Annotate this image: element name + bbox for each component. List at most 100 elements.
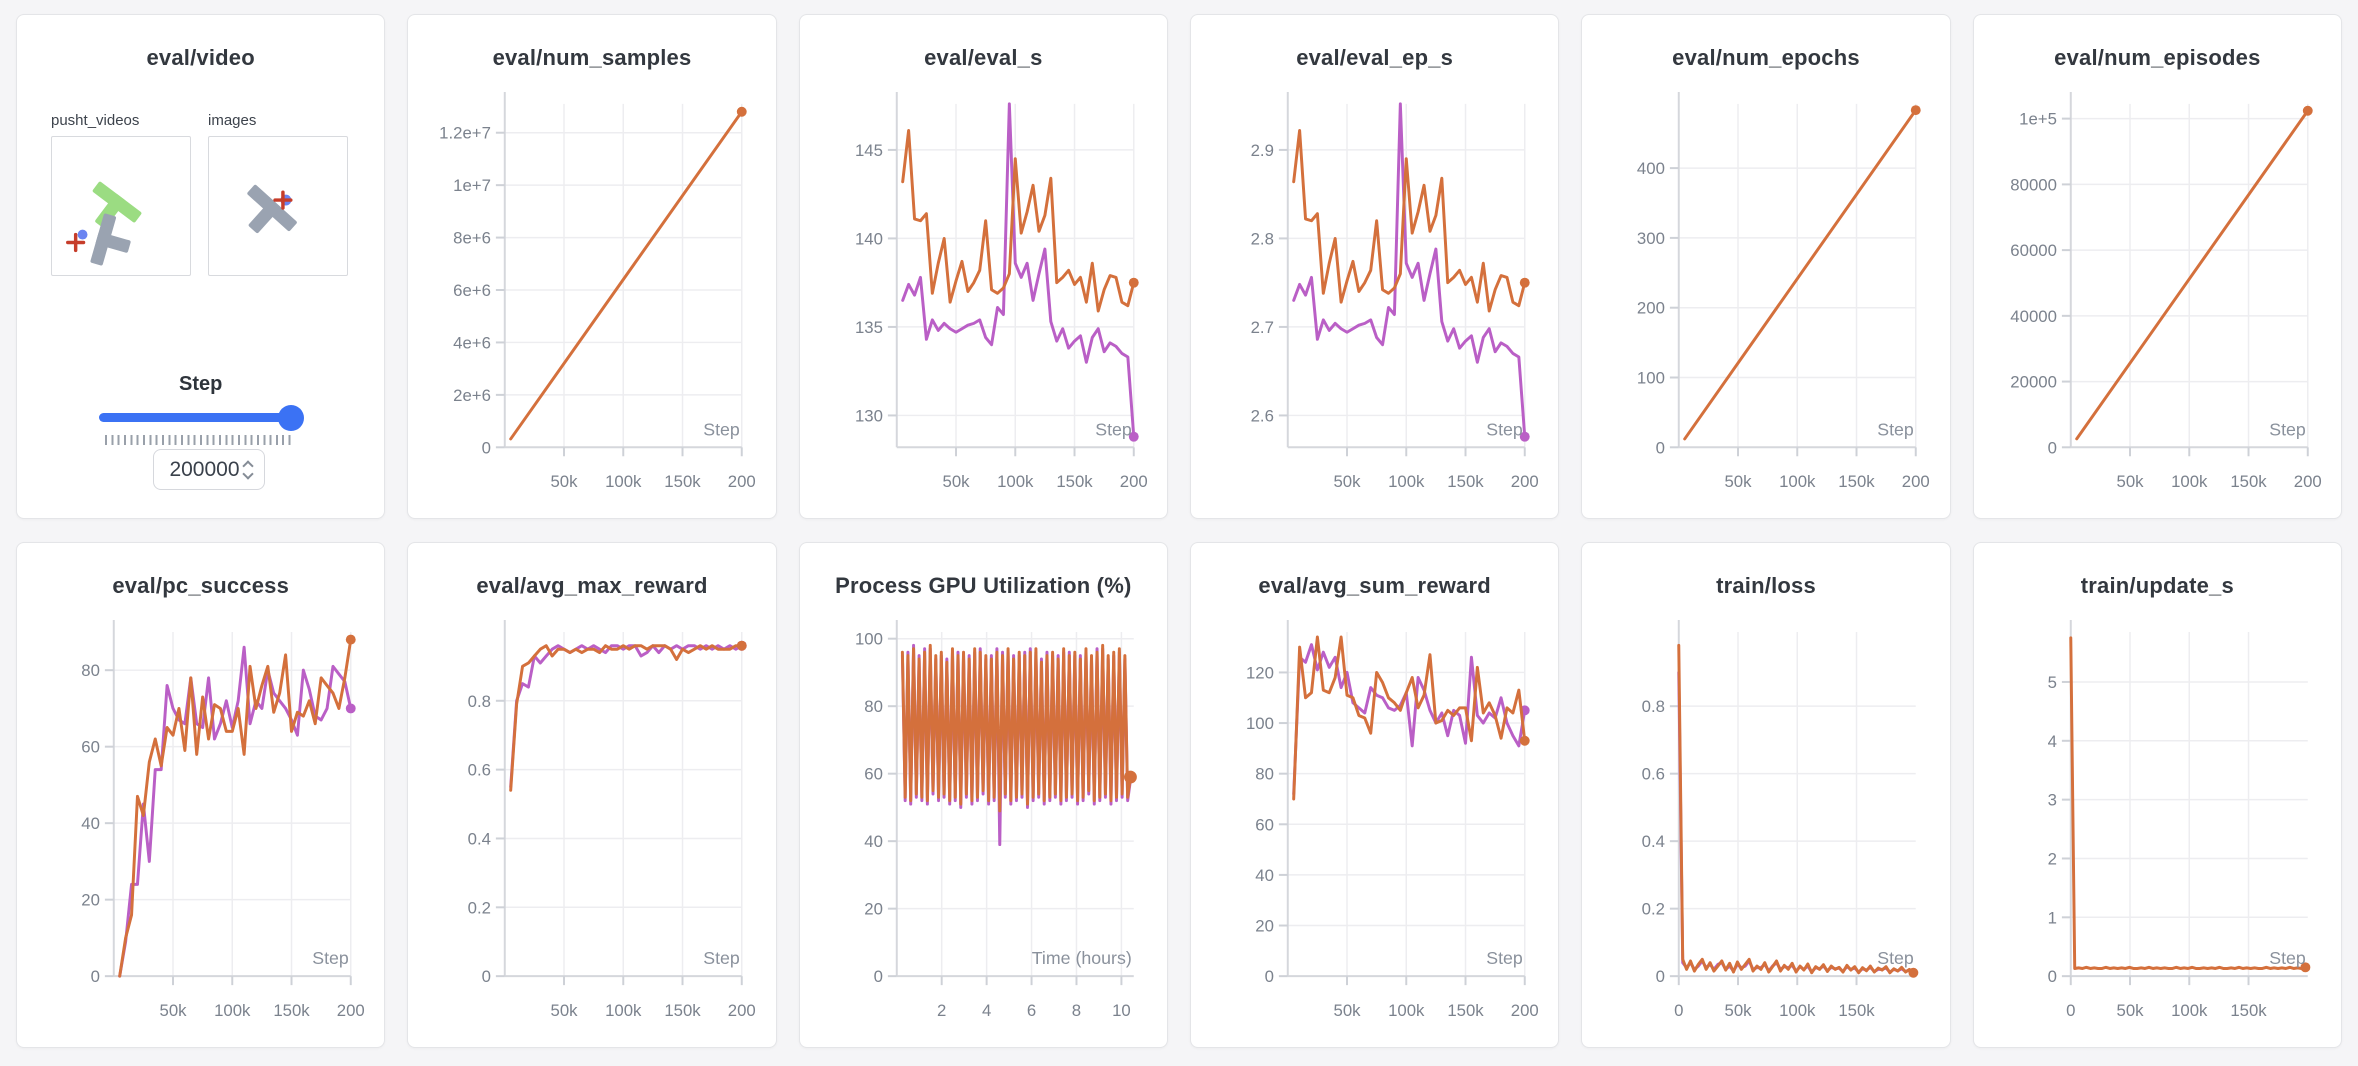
chart-plot-area[interactable]: 0 0.2 0.4 0.6 0.8 50k 100k 150k 200 Step	[408, 607, 775, 1041]
x-tick-label: 150k	[2230, 472, 2267, 491]
y-tick-label: 80	[81, 661, 100, 680]
y-tick-label: 2e+6	[453, 386, 491, 405]
x-tick-label: 50k	[1333, 1001, 1361, 1020]
y-tick-label: 20000	[2010, 372, 2057, 391]
y-tick-label: 0	[482, 967, 491, 986]
x-axis-label: Time (hours)	[1031, 948, 1131, 968]
y-tick-label: 3	[2047, 791, 2056, 810]
step-slider[interactable]	[99, 405, 304, 431]
y-tick-label: 40	[81, 814, 100, 833]
series-line-purple	[118, 645, 353, 978]
panel-eval-eval-s[interactable]: eval/eval_s 130 135 140 145 50k 100k 150k 200 St…	[798, 14, 1168, 519]
series-end-dot-orange	[737, 640, 748, 651]
value-stepper[interactable]	[241, 459, 254, 480]
x-tick-label: 150k	[1447, 1001, 1484, 1020]
x-tick-label: 50k	[551, 472, 579, 491]
y-tick-label: 2.7	[1251, 318, 1274, 337]
x-tick-label: 4	[982, 1001, 991, 1020]
x-tick-label: 0	[1674, 1001, 1683, 1020]
grid-lines	[2070, 631, 2308, 977]
panel-eval-num-epochs[interactable]: eval/num_epochs 0 100 200 300 400 50k 100k 150k…	[1581, 14, 1951, 519]
series-end-dot-purple	[1128, 431, 1139, 442]
y-tick-label: 1.2e+7	[439, 124, 491, 143]
media-thumbnail-images[interactable]	[208, 136, 348, 276]
series-end-dot-orange	[2300, 962, 2310, 973]
panel-eval-eval-ep-s[interactable]: eval/eval_ep_s 2.6 2.7 2.8 2.9 50k 100k 150k 20…	[1190, 14, 1560, 519]
x-axis-label: Step	[1486, 419, 1523, 439]
step-value-field[interactable]	[153, 449, 265, 490]
series-line-orange	[2074, 109, 2309, 441]
chart-title: eval/pc_success	[112, 573, 290, 598]
series-end-dot-orange	[2302, 105, 2313, 116]
x-tick-label: 100k	[1779, 472, 1816, 491]
series-line-orange	[900, 643, 1132, 813]
x-axis-label: Step	[1486, 948, 1523, 968]
chart-title: eval/num_epochs	[1672, 45, 1860, 70]
panel-train-update-s[interactable]: train/update_s 0 1 2 3 4 5 0 50k 100k 150k Step	[1972, 542, 2342, 1048]
step-slider-thumb[interactable]	[278, 405, 304, 431]
step-slider-label: Step	[178, 373, 223, 395]
x-axis-label: Step	[2269, 419, 2306, 439]
grid-lines	[505, 631, 743, 977]
x-tick-label: 150k	[1447, 472, 1484, 491]
step-slider-tick-marks	[105, 435, 295, 445]
y-tick-label: 0	[1656, 438, 1665, 457]
series-end-dot-purple	[1519, 431, 1530, 442]
axes	[887, 91, 1135, 457]
grid-lines	[2070, 103, 2309, 448]
chart-plot-area[interactable]: 0 100 200 300 400 50k 100k 150k 200 Step	[1582, 79, 1949, 512]
y-tick-label: 0.2	[1642, 900, 1665, 919]
panel-eval-video[interactable]: eval/video pusht_videos images Step	[16, 14, 386, 519]
x-tick-label: 200	[337, 1001, 365, 1020]
chart-plot-area[interactable]: 130 135 140 145 50k 100k 150k 200 Step	[800, 79, 1167, 512]
x-tick-label: 100k	[1388, 472, 1425, 491]
y-tick-label: 120	[1246, 663, 1274, 682]
x-tick-label: 50k	[551, 1001, 579, 1020]
x-tick-label: 150k	[2230, 1001, 2267, 1020]
chart-plot-area[interactable]: 0 20 40 60 80 50k 100k 150k 200 Step	[17, 607, 384, 1041]
series-end-dot-purple	[345, 703, 356, 714]
x-tick-label: 100k	[997, 472, 1034, 491]
series-end-dot-orange	[1519, 277, 1530, 288]
series-line-orange	[1683, 108, 1918, 441]
chart-title: eval/eval_ep_s	[1296, 45, 1454, 70]
media-key-label-pusht-videos: pusht_videos	[51, 112, 140, 129]
x-tick-label: 100k	[605, 1001, 642, 1020]
step-value-input[interactable]	[166, 457, 243, 482]
y-tick-label: 0	[2047, 438, 2056, 457]
series-line-orange	[2068, 636, 2307, 970]
chart-plot-area[interactable]: 0 2e+6 4e+6 6e+6 8e+6 1e+7 1.2e+7 50k 100k 150k 20…	[408, 79, 775, 512]
chart-plot-area[interactable]: 0 1 2 3 4 5 0 50k 100k 150k Step	[1974, 607, 2341, 1041]
x-tick-label: 100k	[214, 1001, 251, 1020]
panel-train-loss[interactable]: train/loss 0 0.2 0.4 0.6 0.8 0 50k 100k 150k Step	[1581, 542, 1951, 1048]
tee-stem	[248, 199, 281, 234]
series-line-orange	[1292, 635, 1527, 801]
x-tick-label: 50k	[2116, 1001, 2144, 1020]
panel-eval-num-samples[interactable]: eval/num_samples 0 2e+6 4e+6 6e+6 8e+6 1e+7 1.…	[407, 14, 777, 519]
chart-plot-area[interactable]: 0 0.2 0.4 0.6 0.8 0 50k 100k 150k Step	[1582, 607, 1949, 1041]
panel-process-gpu-utilization[interactable]: Process GPU Utilization (%) 0 20 40 60 80 100…	[798, 542, 1168, 1048]
axes	[887, 619, 1134, 986]
stepper-down-icon[interactable]	[241, 467, 254, 480]
series-line-orange	[509, 644, 744, 792]
chart-plot-area[interactable]: 0 20 40 60 80 100 2 4 6 8 10 Time (hours)	[800, 607, 1167, 1041]
chart-plot-area[interactable]: 0 20000 40000 60000 80000 1e+5 50k 100k 150k 200 S…	[1974, 79, 2341, 512]
step-slider-track[interactable]	[99, 413, 301, 422]
y-tick-label: 1e+7	[453, 176, 491, 195]
y-tick-label: 40	[1255, 866, 1274, 885]
y-tick-label: 4e+6	[453, 333, 491, 352]
panel-eval-avg-sum-reward[interactable]: eval/avg_sum_reward 0 20 40 60 80 100 120 50k 10…	[1190, 542, 1560, 1048]
x-tick-label: 50k	[942, 472, 970, 491]
x-tick-label: 150k	[1839, 1001, 1876, 1020]
panel-eval-pc-success[interactable]: eval/pc_success 0 20 40 60 80 50k 100k 150k 200 S…	[16, 542, 386, 1048]
chart-plot-area[interactable]: 0 20 40 60 80 100 120 50k 100k 150k 200 Step	[1191, 607, 1558, 1041]
panel-eval-avg-max-reward[interactable]: eval/avg_max_reward 0 0.2 0.4 0.6 0.8 50k 100k…	[407, 542, 777, 1048]
series-line-purple	[1292, 643, 1527, 796]
media-thumbnail-pusht-videos[interactable]	[51, 136, 191, 276]
pusht-video-frame	[66, 181, 142, 266]
panel-eval-num-episodes[interactable]: eval/num_episodes 0 20000 40000 60000 80000 1…	[1972, 14, 2342, 519]
series-end-dot-orange	[1908, 967, 1919, 978]
x-axis-label: Step	[704, 419, 741, 439]
series-end-dot-orange	[345, 634, 356, 645]
chart-plot-area[interactable]: 2.6 2.7 2.8 2.9 50k 100k 150k 200 Step	[1191, 79, 1558, 512]
